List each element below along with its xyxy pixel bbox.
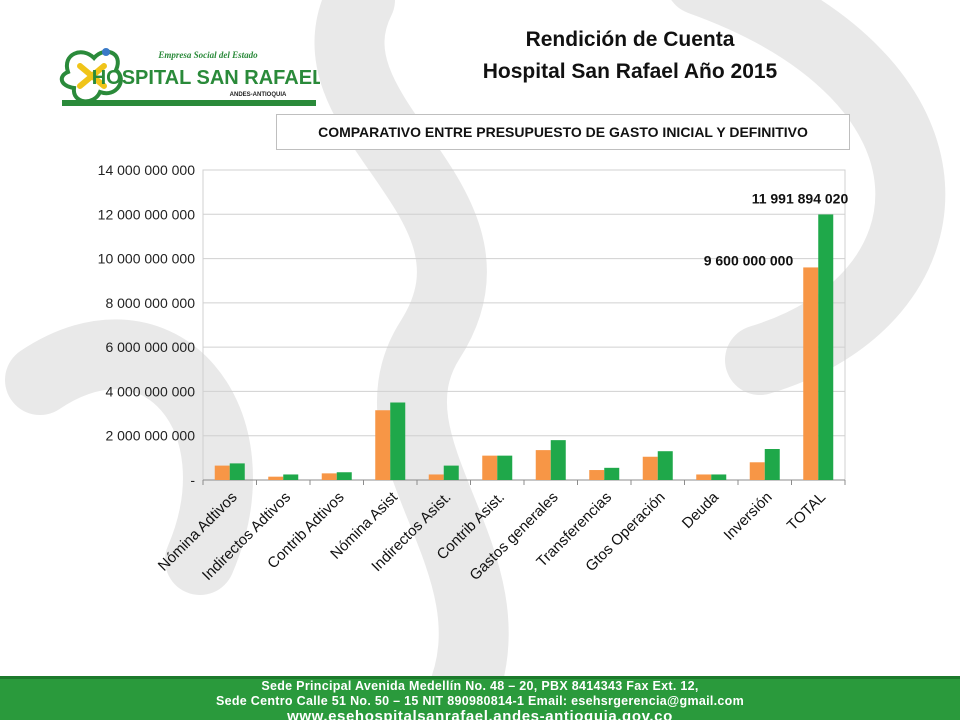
bar-series-2 xyxy=(657,451,673,480)
footer-address-centro: Sede Centro Calle 51 No. 50 – 15 NIT 890… xyxy=(215,694,745,708)
y-tick-label: 6 000 000 000 xyxy=(105,339,195,355)
data-label-final-total: 11 991 894 020 xyxy=(752,190,849,206)
page-title: Rendición de Cuenta xyxy=(525,28,735,51)
x-tick-label: TOTAL xyxy=(784,489,829,534)
data-label-initial-total: 9 600 000 000 xyxy=(704,252,794,268)
y-tick-label: 4 000 000 000 xyxy=(105,383,195,399)
bar-chart: - 2 000 000 000 4 000 000 000 6 000 000 000… xyxy=(98,162,849,584)
y-tick-label: 8 000 000 000 xyxy=(105,295,195,311)
y-tick-label: 12 000 000 000 xyxy=(98,206,196,222)
chart-title: COMPARATIVO ENTRE PRESUPUESTO DE GASTO I… xyxy=(276,114,850,150)
bar-series-1 xyxy=(749,462,765,480)
bar-series-2 xyxy=(818,214,834,480)
bar-series-2 xyxy=(336,472,352,480)
bar-series-2 xyxy=(711,474,727,480)
bar-series-2 xyxy=(443,465,459,480)
bar-series-2 xyxy=(497,455,513,480)
logo-text-location: ANDES-ANTIOQUIA xyxy=(230,92,287,98)
bar-series-1 xyxy=(375,410,391,480)
bar-series-1 xyxy=(482,455,498,480)
x-tick-label: Deuda xyxy=(679,488,723,532)
bar-series-1 xyxy=(428,474,444,480)
bar-series-2 xyxy=(550,440,566,480)
bar-series-1 xyxy=(696,474,712,480)
bar-series-1 xyxy=(214,465,230,480)
y-tick-label: 10 000 000 000 xyxy=(98,251,196,267)
footer-address-main: Sede Principal Avenida Medellín No. 48 –… xyxy=(261,679,699,693)
bar-series-2 xyxy=(283,474,299,480)
bar-series-1 xyxy=(642,456,658,480)
y-tick-label: 14 000 000 000 xyxy=(98,162,196,178)
bar-series-1 xyxy=(535,450,551,480)
bar-series-1 xyxy=(268,476,284,480)
logo-text-entity: Empresa Social del Estado xyxy=(157,50,258,60)
y-tick-label: - xyxy=(190,472,195,488)
hospital-logo: Empresa Social del Estado HOSPITAL SAN RA… xyxy=(59,48,320,106)
page-subtitle: Hospital San Rafael Año 2015 xyxy=(482,60,778,83)
bar-series-2 xyxy=(390,402,406,480)
plot-area xyxy=(202,169,846,481)
footer-website: www.esehospitalsanrafael.andes-antioquia… xyxy=(287,708,673,725)
x-tick-label: Inversión xyxy=(721,489,776,544)
bar-series-1 xyxy=(589,470,605,480)
bar-series-2 xyxy=(764,449,780,480)
bar-series-1 xyxy=(321,473,337,480)
bar-series-2 xyxy=(229,463,245,480)
footer: Sede Principal Avenida Medellín No. 48 –… xyxy=(0,676,960,724)
bar-series-1 xyxy=(803,267,819,480)
logo-text-name: HOSPITAL SAN RAFAEL xyxy=(92,67,320,89)
y-tick-label: 2 000 000 000 xyxy=(105,428,195,444)
bar-series-2 xyxy=(604,467,620,480)
